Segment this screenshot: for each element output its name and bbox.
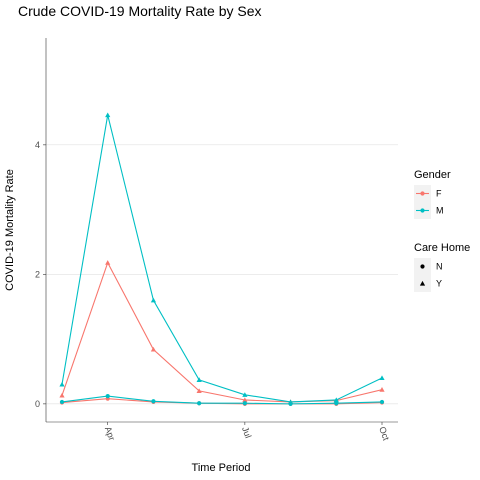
y-tick-label: 2 [35, 269, 40, 279]
data-point-m-n [197, 401, 202, 406]
data-point-m-n [334, 401, 339, 406]
data-point-m-y [242, 392, 248, 397]
data-point-f-y [196, 388, 202, 393]
y-axis-title: COVID-19 Mortality Rate [4, 169, 16, 291]
data-point-m-y [379, 375, 385, 381]
legend-label-gender: M [436, 206, 444, 216]
series-line-f-y [61, 261, 383, 403]
data-point-m-n [379, 399, 385, 405]
x-tick-label: Oct [377, 425, 391, 442]
data-point-m-y [150, 297, 157, 303]
data-point-m-y [105, 112, 111, 118]
legend-title-gender: Gender [414, 169, 451, 181]
legend-label-care-home: N [436, 262, 443, 272]
data-point-f-y [379, 387, 385, 392]
data-point-f-y [150, 346, 157, 352]
series-line-m-n [61, 395, 383, 405]
chart-title: Crude COVID-19 Mortality Rate by Sex [18, 3, 262, 19]
legend-key-point [420, 208, 425, 213]
data-point-m-n [59, 399, 65, 405]
data-point-f-y [242, 397, 248, 403]
plot-panel: 0 2 4 Apr Jul Oct [35, 38, 398, 442]
legend-key-point [420, 191, 425, 196]
data-point-m-n [105, 393, 110, 399]
legend-label-care-home: Y [436, 279, 442, 289]
data-point-m-y [196, 377, 202, 382]
x-tick-label: Jul [240, 425, 253, 439]
data-point-m-n [288, 401, 293, 406]
y-tick-label: 0 [35, 399, 40, 409]
data-point-m-y [333, 397, 339, 403]
legend-key-triangle [419, 280, 426, 286]
data-point-f-y [59, 392, 65, 398]
legend-title-care-home: Care Home [414, 242, 470, 254]
y-tick-label: 4 [35, 140, 40, 150]
legend: Gender FM Care Home NY [414, 169, 470, 292]
x-tick-label: Apr [103, 425, 117, 442]
legend-key-circle [420, 264, 425, 269]
series-line-m-y [61, 114, 383, 403]
legend-label-gender: F [436, 189, 442, 199]
data-point-f-y [105, 260, 111, 265]
x-axis-title: Time Period [192, 462, 251, 474]
data-point-m-n [242, 401, 247, 406]
data-point-m-n [151, 399, 156, 404]
data-point-m-y [59, 381, 65, 387]
